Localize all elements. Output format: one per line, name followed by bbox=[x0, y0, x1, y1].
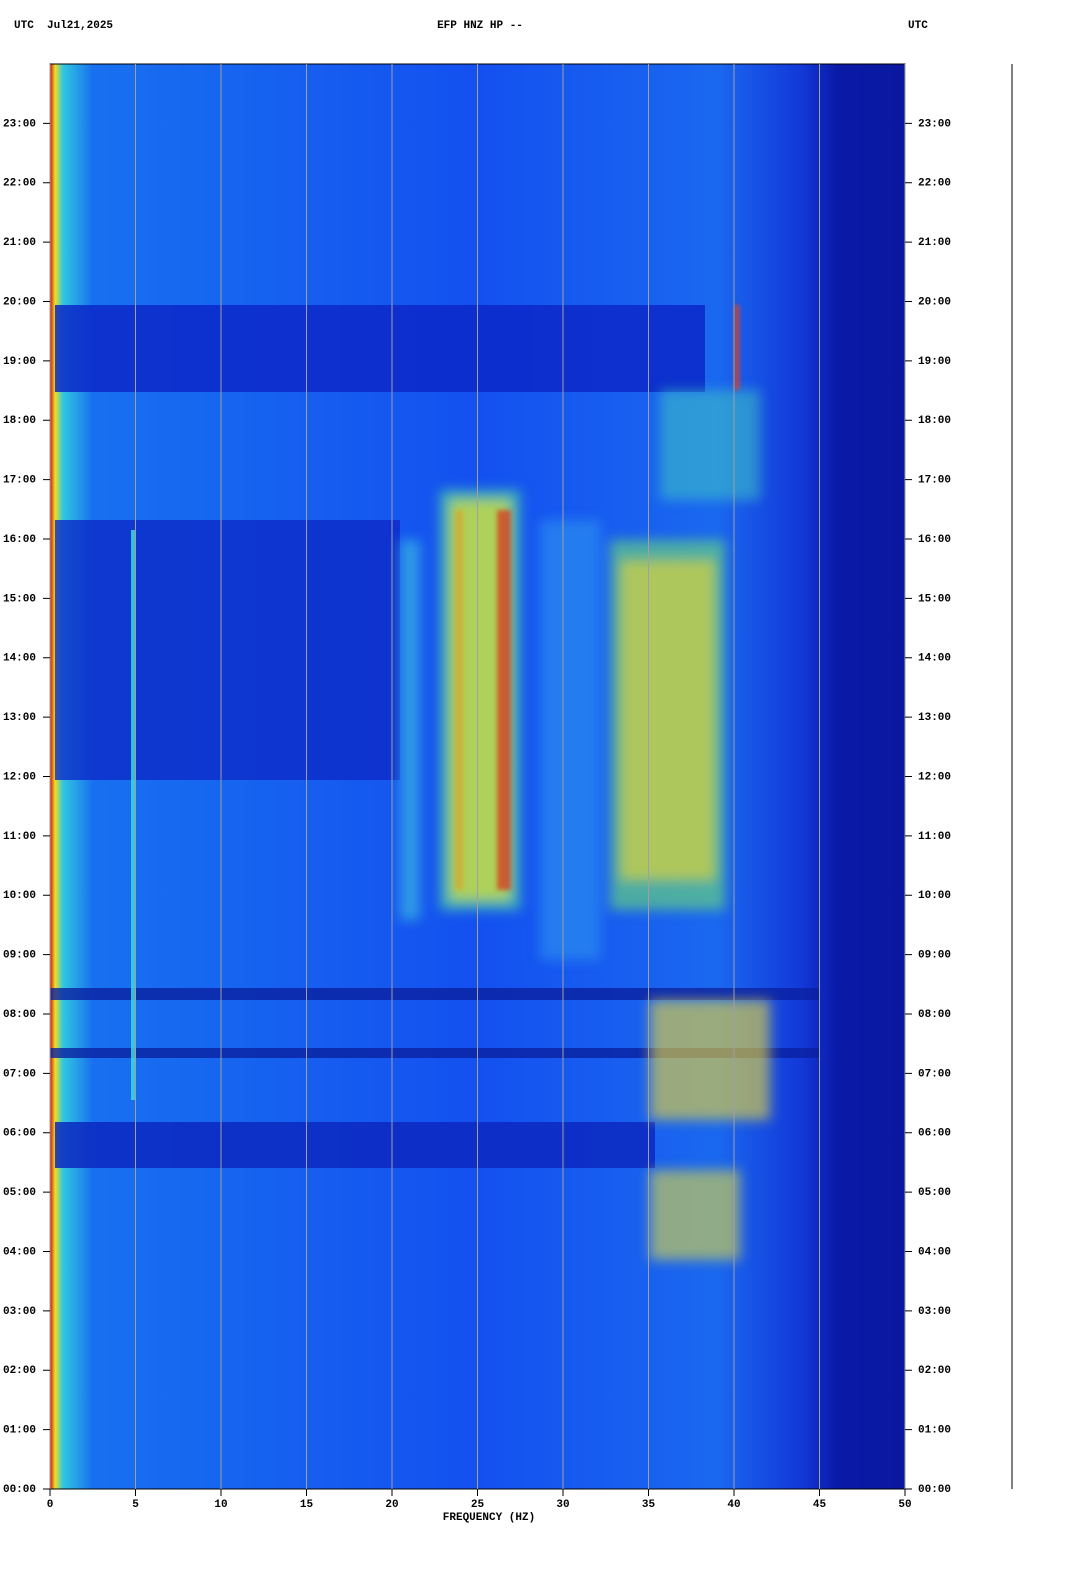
y-tick-label-left: 18:00 bbox=[3, 415, 36, 427]
header-left: UTC Jul21,2025 bbox=[14, 20, 113, 32]
y-tick-label-left: 13:00 bbox=[3, 712, 36, 724]
x-tick-label: 30 bbox=[556, 1499, 569, 1511]
y-tick-label-right: 11:00 bbox=[918, 831, 951, 843]
y-tick-label-right: 18:00 bbox=[918, 415, 951, 427]
y-tick-label-right: 23:00 bbox=[918, 118, 951, 130]
y-tick-label-right: 19:00 bbox=[918, 356, 951, 368]
y-tick-label-left: 21:00 bbox=[3, 237, 36, 249]
header-right: UTC bbox=[908, 20, 928, 32]
y-tick-label-left: 22:00 bbox=[3, 178, 36, 190]
y-tick-label-left: 10:00 bbox=[3, 890, 36, 902]
y-tick-label-left: 03:00 bbox=[3, 1306, 36, 1318]
y-tick-label-right: 20:00 bbox=[918, 296, 951, 308]
y-tick-label-right: 13:00 bbox=[918, 712, 951, 724]
x-tick-label: 0 bbox=[47, 1499, 54, 1511]
y-tick-label-right: 06:00 bbox=[918, 1128, 951, 1140]
y-tick-label-right: 16:00 bbox=[918, 534, 951, 546]
y-tick-label-left: 12:00 bbox=[3, 771, 36, 783]
y-tick-label-left: 05:00 bbox=[3, 1187, 36, 1199]
x-tick-label: 15 bbox=[300, 1499, 314, 1511]
x-tick-label: 25 bbox=[471, 1499, 485, 1511]
y-tick-label-left: 01:00 bbox=[3, 1425, 36, 1437]
y-tick-label-left: 16:00 bbox=[3, 534, 36, 546]
y-tick-label-right: 01:00 bbox=[918, 1425, 951, 1437]
x-tick-label: 40 bbox=[727, 1499, 740, 1511]
y-tick-label-right: 09:00 bbox=[918, 950, 951, 962]
y-tick-label-right: 04:00 bbox=[918, 1246, 951, 1258]
x-axis-label: FREQUENCY (HZ) bbox=[443, 1512, 535, 1524]
y-tick-label-right: 21:00 bbox=[918, 237, 951, 249]
y-tick-label-left: 19:00 bbox=[3, 356, 36, 368]
y-tick-label-right: 05:00 bbox=[918, 1187, 951, 1199]
y-tick-label-right: 07:00 bbox=[918, 1068, 951, 1080]
y-tick-label-right: 10:00 bbox=[918, 890, 951, 902]
x-tick-label: 10 bbox=[214, 1499, 227, 1511]
y-tick-label-right: 15:00 bbox=[918, 593, 951, 605]
y-tick-label-right: 12:00 bbox=[918, 771, 951, 783]
x-tick-label: 20 bbox=[385, 1499, 398, 1511]
y-tick-label-right: 17:00 bbox=[918, 475, 951, 487]
x-tick-label: 5 bbox=[132, 1499, 139, 1511]
y-tick-label-left: 07:00 bbox=[3, 1068, 36, 1080]
y-tick-label-left: 00:00 bbox=[3, 1484, 36, 1496]
y-tick-label-right: 03:00 bbox=[918, 1306, 951, 1318]
y-tick-label-left: 14:00 bbox=[3, 653, 36, 665]
y-tick-label-left: 11:00 bbox=[3, 831, 36, 843]
y-tick-label-right: 08:00 bbox=[918, 1009, 951, 1021]
y-tick-label-left: 09:00 bbox=[3, 950, 36, 962]
y-tick-label-left: 17:00 bbox=[3, 475, 36, 487]
y-tick-label-left: 04:00 bbox=[3, 1246, 36, 1258]
y-tick-label-left: 02:00 bbox=[3, 1365, 36, 1377]
y-tick-label-left: 15:00 bbox=[3, 593, 36, 605]
y-tick-label-right: 14:00 bbox=[918, 653, 951, 665]
y-tick-label-left: 08:00 bbox=[3, 1009, 36, 1021]
x-tick-label: 35 bbox=[642, 1499, 656, 1511]
y-tick-label-right: 02:00 bbox=[918, 1365, 951, 1377]
x-tick-label: 45 bbox=[813, 1499, 827, 1511]
chart-title: EFP HNZ HP -- bbox=[437, 20, 523, 32]
x-tick-label: 50 bbox=[898, 1499, 911, 1511]
y-tick-label-right: 00:00 bbox=[918, 1484, 951, 1496]
y-tick-label-right: 22:00 bbox=[918, 178, 951, 190]
y-tick-label-left: 23:00 bbox=[3, 118, 36, 130]
y-tick-label-left: 06:00 bbox=[3, 1128, 36, 1140]
y-tick-label-left: 20:00 bbox=[3, 296, 36, 308]
